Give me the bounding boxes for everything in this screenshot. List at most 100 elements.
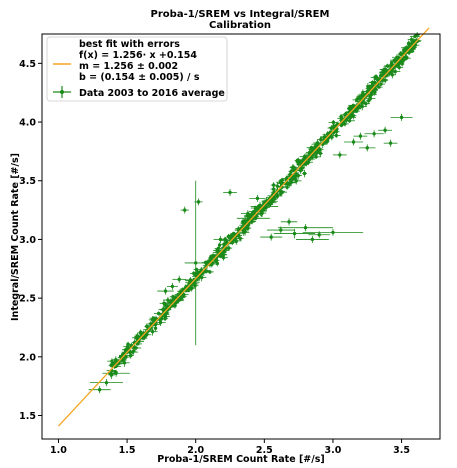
x-tick-label: 3.0 xyxy=(325,445,342,456)
data-point xyxy=(395,64,404,71)
data-point xyxy=(213,235,228,243)
x-tick-label: 2.0 xyxy=(187,445,204,456)
data-point xyxy=(218,253,225,258)
data-point xyxy=(364,130,384,138)
data-point xyxy=(401,45,411,50)
data-point xyxy=(359,144,376,152)
data-point xyxy=(346,104,352,113)
data-point xyxy=(382,77,389,84)
data-point xyxy=(278,224,333,232)
data-point xyxy=(123,344,132,349)
y-tick-label: 2.5 xyxy=(19,294,36,305)
data-point xyxy=(157,287,174,295)
data-point xyxy=(130,345,142,351)
data-point xyxy=(213,248,221,253)
y-tick-label: 3.0 xyxy=(19,235,36,246)
fit-line-layer xyxy=(57,27,430,427)
chart-subtitle: Calibration xyxy=(209,20,271,31)
x-tick-label: 1.0 xyxy=(50,445,67,456)
data-point xyxy=(361,89,365,96)
data-point xyxy=(314,141,321,146)
x-axis-label: Proba-1/SREM Count Rate [#/s] xyxy=(157,454,324,465)
data-point xyxy=(390,113,413,121)
data-point xyxy=(378,126,392,134)
y-axis-label: Integral/SREM Count Rate [#/s] xyxy=(10,153,21,321)
data-point xyxy=(166,282,178,290)
data-point xyxy=(270,185,277,194)
legend-fit-equation: f(x) = 1.256· x +0.154 xyxy=(79,50,197,61)
data-point xyxy=(302,169,307,178)
data-point xyxy=(375,85,383,89)
data-point xyxy=(241,210,255,218)
data-point xyxy=(223,188,237,196)
data-point xyxy=(180,206,189,214)
data-point xyxy=(302,228,364,236)
y-tick-label: 2.0 xyxy=(19,352,36,363)
data-point xyxy=(205,259,211,264)
data-point xyxy=(132,333,141,342)
data-point xyxy=(230,236,242,245)
chart-title: Proba-1/SREM vs Integral/SREM xyxy=(151,9,330,20)
data-point xyxy=(390,67,401,76)
fit-line xyxy=(57,27,430,427)
legend-fit-label: best fit with errors xyxy=(79,39,180,50)
data-point xyxy=(353,132,368,140)
data-point xyxy=(235,226,243,232)
data-point xyxy=(90,379,123,387)
data-point xyxy=(397,51,405,57)
data-point xyxy=(327,125,336,131)
data-point xyxy=(374,74,378,79)
data-point xyxy=(366,83,370,90)
data-point xyxy=(295,235,329,243)
data-point xyxy=(238,228,250,236)
data-point xyxy=(217,242,222,248)
legend-fit-slope: m = 1.256 ± 0.002 xyxy=(79,61,178,72)
data-point xyxy=(295,158,300,163)
data-point xyxy=(411,46,415,51)
x-tick-label: 3.5 xyxy=(393,445,410,456)
data-point xyxy=(119,358,130,367)
data-point xyxy=(108,370,116,379)
y-tick-label: 1.5 xyxy=(19,411,36,422)
data-point xyxy=(249,194,266,202)
data-point xyxy=(343,138,364,146)
data-point xyxy=(396,55,401,60)
data-point xyxy=(329,134,335,141)
data-point xyxy=(172,275,187,283)
data-point xyxy=(194,198,203,206)
data-point xyxy=(383,63,391,69)
data-point xyxy=(228,232,234,239)
x-tick-label: 1.5 xyxy=(119,445,136,456)
data-point xyxy=(332,151,347,159)
data-point xyxy=(147,327,158,336)
data-point xyxy=(196,273,207,282)
data-point xyxy=(259,211,264,218)
data-point xyxy=(295,171,301,180)
data-point xyxy=(284,184,290,190)
data-point xyxy=(102,369,130,377)
legend-box xyxy=(46,36,228,102)
data-point xyxy=(317,150,323,157)
data-point xyxy=(273,228,316,239)
y-tick-label: 4.5 xyxy=(19,59,36,70)
y-tick-label: 4.0 xyxy=(19,118,36,129)
axis-ticks: 1.0 1.5 2.0 2.5 3.0 3.5 1.5 2.0 2.5 3.0 3.5 4.0 4.5 xyxy=(19,59,410,456)
plot-frame xyxy=(41,33,441,440)
legend: best fit with errors f(x) = 1.256· x +0.… xyxy=(46,36,228,102)
data-point xyxy=(280,218,298,226)
data-point xyxy=(260,233,283,241)
data-point xyxy=(281,181,293,185)
data-point xyxy=(111,356,120,364)
data-point xyxy=(265,201,277,205)
legend-data-swatch xyxy=(53,86,71,98)
data-point xyxy=(361,100,366,105)
data-point xyxy=(352,97,361,103)
data-point xyxy=(332,133,341,138)
data-point xyxy=(383,139,398,147)
data-point xyxy=(153,311,164,316)
y-tick-label: 3.5 xyxy=(19,176,36,187)
x-tick-label: 2.5 xyxy=(256,445,273,456)
data-point xyxy=(221,240,227,249)
data-point xyxy=(289,164,297,170)
